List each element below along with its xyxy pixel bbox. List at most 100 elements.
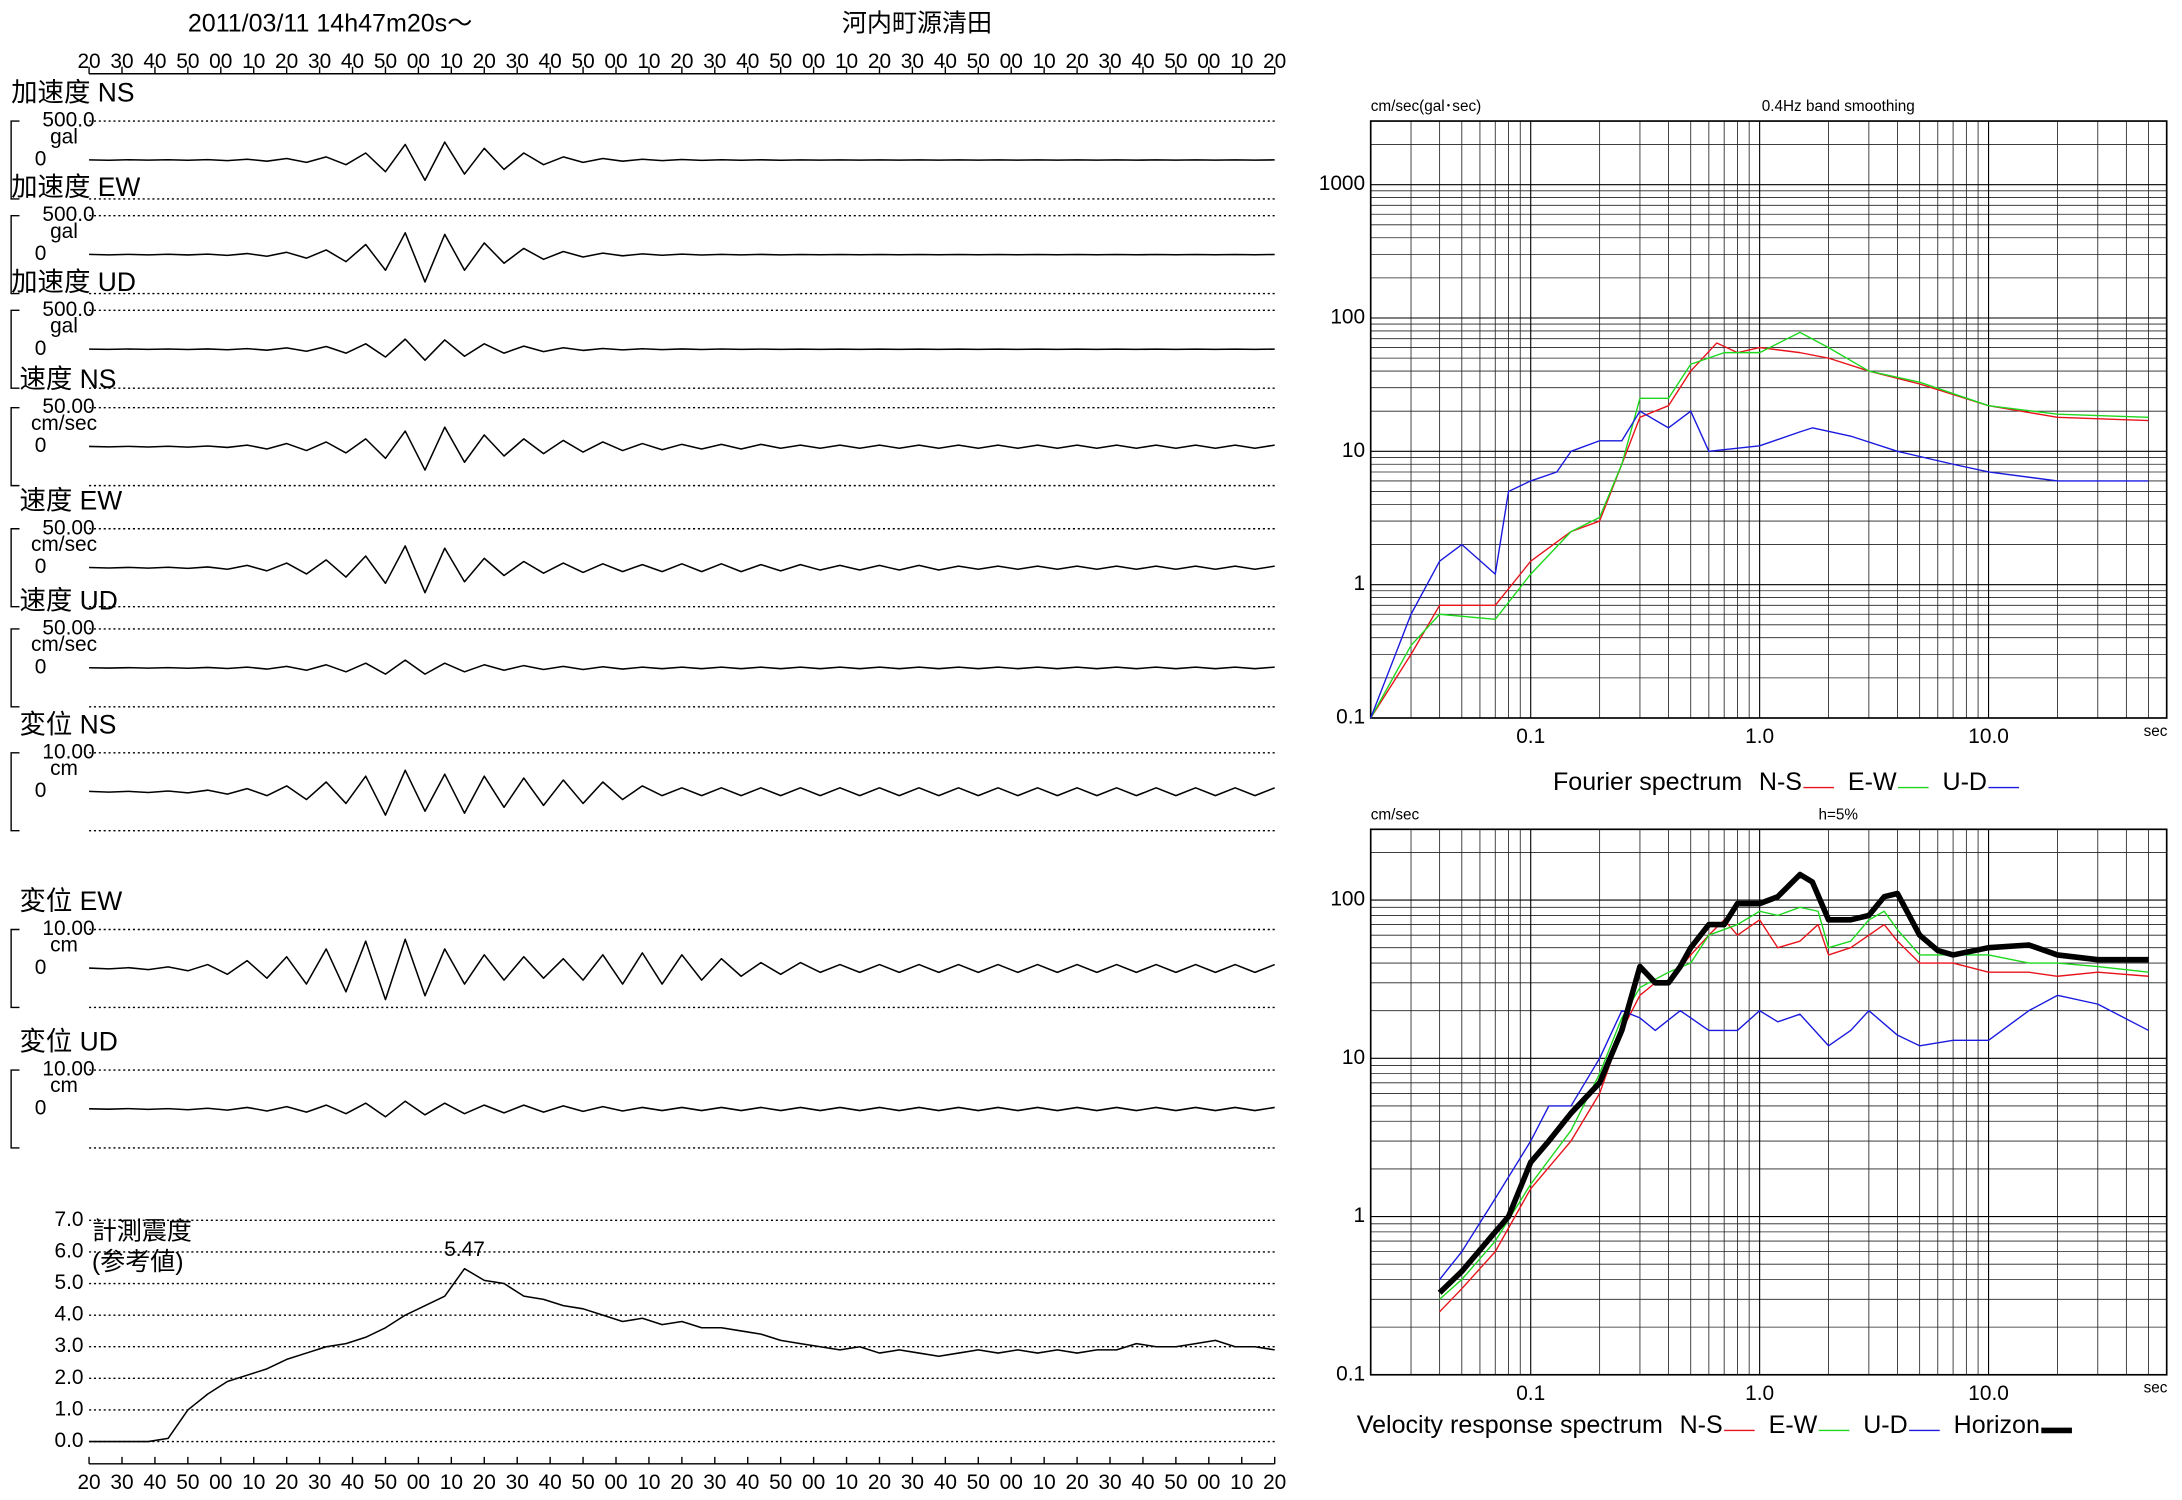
- trace-title: 加速度 UD: [11, 267, 136, 297]
- spectrum-line: [1439, 994, 2149, 1280]
- time-tick-label: 30: [506, 50, 529, 73]
- time-tick-label: 00: [604, 1471, 627, 1494]
- unit-label: cm/sec: [31, 633, 97, 656]
- y-tick-label: 0.0: [54, 1429, 83, 1452]
- y-tick-label: 10.00: [42, 740, 94, 763]
- trace-bracket: [10, 1069, 20, 1149]
- time-tick-label: 40: [341, 1471, 364, 1494]
- trace-title: 変位 UD: [19, 1027, 117, 1057]
- trace-title: 加速度 NS: [11, 78, 134, 108]
- time-tick-label: 50: [967, 50, 990, 73]
- time-tick-label: 30: [110, 1471, 133, 1494]
- y-tick-label: 0.1: [1336, 1362, 1365, 1385]
- time-tick-label: 10: [835, 1471, 858, 1494]
- time-tick-label: 20: [868, 50, 891, 73]
- time-tick-label: 50: [176, 50, 199, 73]
- waveform: [89, 938, 1275, 1001]
- chart-subtitle: 0.4Hz band smoothing: [1762, 98, 1915, 115]
- record-date: 2011/03/11 14h47m20s〜: [188, 10, 472, 38]
- time-tick-label: 20: [77, 1471, 100, 1494]
- y-tick-label: 10.00: [42, 1058, 94, 1081]
- station-name: 河内町源清田: [842, 10, 992, 38]
- y-tick-label: 500.0: [42, 109, 94, 132]
- time-tick-label: 10: [440, 1471, 463, 1494]
- y-tick-label: 0: [35, 148, 47, 171]
- trace-title: 変位 EW: [19, 886, 122, 916]
- time-tick-label: 30: [110, 50, 133, 73]
- time-tick-label: 30: [703, 1471, 726, 1494]
- y-tick-label: 6.0: [54, 1239, 83, 1262]
- time-tick-label: 10: [242, 1471, 265, 1494]
- y-tick-label: 1.0: [54, 1397, 83, 1420]
- unit-label: cm/sec: [31, 412, 97, 435]
- unit-label: cm: [50, 757, 78, 780]
- x-tick-label: 0.1: [1516, 725, 1545, 748]
- plot-frame: [1369, 120, 2168, 719]
- legend-label: N-S: [1680, 1411, 1723, 1439]
- time-tick-label: 00: [1000, 50, 1023, 73]
- y-tick-label: 500.0: [42, 298, 94, 321]
- trace-title: 速度 NS: [19, 364, 116, 394]
- x-tick-label: 0.1: [1516, 1382, 1545, 1405]
- y-tick-label: 3.0: [54, 1334, 83, 1357]
- trace-bracket: [10, 120, 20, 200]
- time-tick-label: 50: [571, 50, 594, 73]
- time-tick-label: 30: [703, 50, 726, 73]
- time-tick-label: 00: [1197, 50, 1220, 73]
- time-tick-label: 00: [802, 1471, 825, 1494]
- y-tick-label: 2.0: [54, 1366, 83, 1389]
- y-axis-label: cm/sec(gal･sec): [1371, 98, 1482, 115]
- y-tick-label: 0: [35, 555, 47, 578]
- time-tick-label: 30: [1098, 1471, 1121, 1494]
- y-tick-label: 50.00: [42, 395, 94, 418]
- y-tick-label: 5.0: [54, 1271, 83, 1294]
- time-tick-label: 20: [868, 1471, 891, 1494]
- time-tick-label: 20: [1065, 1471, 1088, 1494]
- time-tick-label: 20: [1263, 50, 1286, 73]
- time-tick-label: 00: [604, 50, 627, 73]
- time-tick-label: 20: [670, 1471, 693, 1494]
- waveform: [89, 769, 1275, 816]
- time-tick-label: 50: [1164, 50, 1187, 73]
- x-axis-label: sec: [2144, 1380, 2168, 1397]
- time-tick-label: 30: [308, 50, 331, 73]
- unit-label: cm/sec: [31, 533, 97, 556]
- y-tick-label: 0.1: [1336, 706, 1365, 729]
- y-tick-label: 100: [1330, 306, 1365, 329]
- unit-label: gal: [50, 125, 78, 148]
- x-axis-label: sec: [2144, 723, 2168, 740]
- y-tick-label: 0: [35, 434, 47, 457]
- trace-title: 速度 UD: [19, 585, 117, 615]
- time-tick-label: 20: [275, 50, 298, 73]
- intensity-line: [89, 1267, 1275, 1443]
- y-tick-label: 10: [1342, 1046, 1365, 1069]
- legend-label: E-W: [1848, 768, 1897, 796]
- time-tick-label: 10: [440, 50, 463, 73]
- peak-label: 5.47: [444, 1238, 485, 1261]
- trace-bracket: [10, 214, 20, 295]
- time-tick-label: 50: [374, 50, 397, 73]
- legend-label: U-D: [1863, 1411, 1908, 1439]
- time-tick-label: 20: [275, 1471, 298, 1494]
- trace-bracket: [10, 407, 20, 487]
- time-tick-label: 20: [473, 50, 496, 73]
- waveform: [89, 1100, 1275, 1118]
- y-tick-label: 0: [35, 242, 47, 265]
- y-tick-label: 1: [1354, 572, 1366, 595]
- x-tick-label: 1.0: [1745, 1382, 1774, 1405]
- time-tick-label: 10: [242, 50, 265, 73]
- unit-label: gal: [50, 315, 78, 338]
- y-tick-label: 0: [35, 337, 47, 360]
- time-tick-label: 00: [1000, 1471, 1023, 1494]
- time-tick-label: 20: [1263, 1471, 1286, 1494]
- time-tick-label: 50: [1164, 1471, 1187, 1494]
- time-tick-label: 40: [143, 50, 166, 73]
- waveform: [89, 141, 1275, 182]
- time-tick-label: 20: [473, 1471, 496, 1494]
- time-tick-label: 30: [308, 1471, 331, 1494]
- time-tick-label: 30: [901, 50, 924, 73]
- unit-label: gal: [50, 220, 78, 243]
- chart-subtitle: h=5%: [1818, 806, 1858, 823]
- y-tick-label: 1000: [1319, 172, 1365, 195]
- chart-title: 計測震度: [92, 1217, 192, 1245]
